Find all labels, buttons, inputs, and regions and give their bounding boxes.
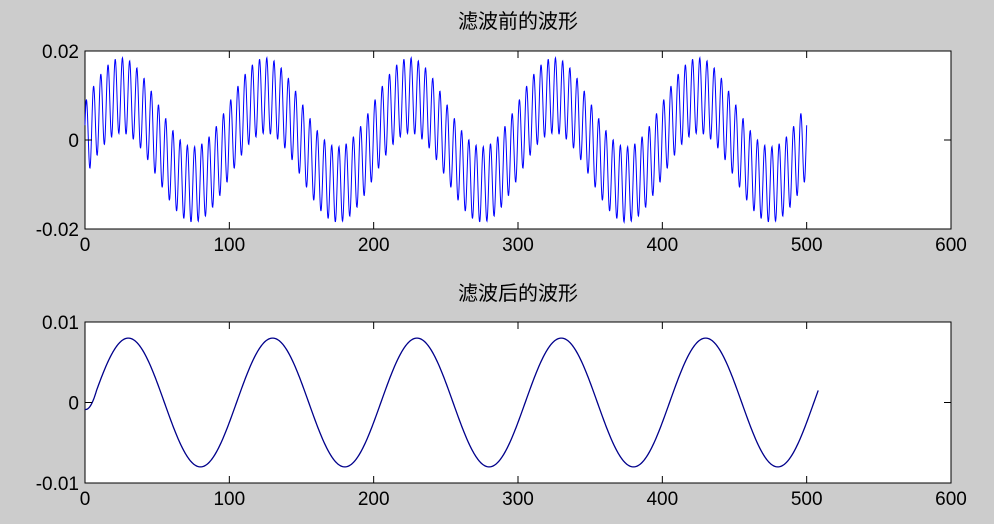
y-tick-label: -0.01 <box>36 474 79 495</box>
y-tick-label: 0.02 <box>42 42 79 63</box>
x-tick-label: 100 <box>213 489 245 510</box>
title-after-filter: 滤波后的波形 <box>458 281 578 305</box>
y-tick-label: 0.01 <box>42 313 79 334</box>
x-tick-label: 300 <box>502 235 534 256</box>
series-line-after <box>84 337 819 468</box>
x-tick-label: 500 <box>791 489 823 510</box>
x-tick-label: 600 <box>935 235 967 256</box>
title-before-filter: 滤波前的波形 <box>458 9 578 33</box>
x-tick-label: 400 <box>646 489 678 510</box>
x-tick-label: 300 <box>502 489 534 510</box>
y-tick-label: -0.02 <box>36 220 79 241</box>
x-tick-label: 400 <box>646 235 678 256</box>
x-tick-label: 100 <box>213 235 245 256</box>
ticks-after <box>84 321 952 484</box>
ticks-before <box>84 50 952 230</box>
x-tick-label: 200 <box>358 489 390 510</box>
series-line-before <box>84 56 808 224</box>
x-tick-label: 500 <box>791 235 823 256</box>
x-tick-label: 0 <box>80 489 91 510</box>
x-tick-label: 200 <box>358 235 390 256</box>
plot-area-after <box>84 321 952 484</box>
x-tick-label: 0 <box>80 235 91 256</box>
y-tick-label: 0 <box>68 394 79 415</box>
x-tick-label: 600 <box>935 489 967 510</box>
y-tick-label: 0 <box>68 131 79 152</box>
